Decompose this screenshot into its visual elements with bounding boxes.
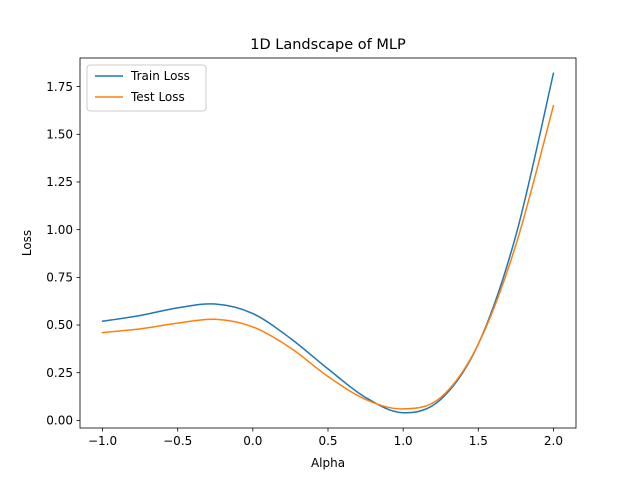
legend: Train Loss Test Loss bbox=[86, 64, 207, 112]
legend-label-test-loss: Test Loss bbox=[130, 90, 185, 104]
y-tick-label: 1.75 bbox=[46, 80, 73, 94]
x-tick-label: 2.0 bbox=[544, 434, 563, 448]
x-tick-label: −0.5 bbox=[163, 434, 192, 448]
y-axis-label: Loss bbox=[20, 230, 34, 256]
y-tick-label: 0.00 bbox=[46, 414, 73, 428]
legend-label-train-loss: Train Loss bbox=[130, 69, 190, 83]
series-line-train-loss bbox=[101, 72, 555, 414]
y-axis: 0.00 0.25 0.50 0.75 1.00 1.25 1.50 1.75 bbox=[46, 80, 80, 428]
series-layer bbox=[101, 72, 555, 414]
y-tick-label: 1.00 bbox=[46, 223, 73, 237]
y-tick-label: 0.75 bbox=[46, 271, 73, 285]
y-tick-label: 1.25 bbox=[46, 175, 73, 189]
x-axis: −1.0 −0.5 0.0 0.5 1.0 1.5 2.0 bbox=[88, 428, 563, 448]
x-tick-label: 0.0 bbox=[243, 434, 262, 448]
series-line-test-loss bbox=[101, 104, 555, 410]
y-tick-label: 1.50 bbox=[46, 127, 73, 141]
y-tick-label: 0.50 bbox=[46, 318, 73, 332]
y-tick-label: 0.25 bbox=[46, 366, 73, 380]
x-tick-label: 0.5 bbox=[318, 434, 337, 448]
x-tick-label: 1.0 bbox=[394, 434, 413, 448]
x-tick-label: −1.0 bbox=[88, 434, 117, 448]
x-tick-label: 1.5 bbox=[469, 434, 488, 448]
chart-title: 1D Landscape of MLP bbox=[250, 37, 406, 53]
x-axis-label: Alpha bbox=[311, 456, 345, 470]
